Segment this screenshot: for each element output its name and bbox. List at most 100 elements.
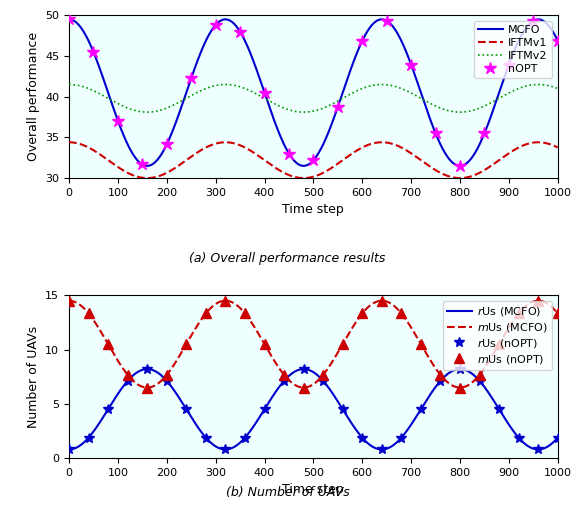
IFTMv1: [271, 164, 278, 170]
$r$Us (MCFO): [271, 390, 278, 397]
Line: IFTMv1: IFTMv1: [69, 142, 558, 178]
$r$Us (MCFO): [66, 446, 72, 453]
Y-axis label: Overall performance: Overall performance: [26, 32, 40, 161]
nOPT: [457, 163, 463, 169]
nOPT: [408, 62, 415, 68]
$r$Us (MCFO): [275, 385, 282, 391]
MCFO: [515, 38, 522, 44]
Text: (a) Overall performance results: (a) Overall performance results: [189, 252, 386, 265]
$m$Us (MCFO): [66, 298, 72, 304]
$m$Us (nOPT): [320, 372, 327, 378]
$m$Us (MCFO): [271, 358, 278, 364]
nOPT: [261, 90, 268, 96]
$r$Us (nOPT): [515, 435, 522, 441]
$r$Us (nOPT): [457, 366, 463, 372]
$r$Us (MCFO): [421, 401, 428, 407]
$m$Us (nOPT): [202, 310, 209, 317]
IFTMv2: [554, 86, 561, 92]
IFTMv2: [144, 109, 151, 115]
MCFO: [275, 128, 282, 134]
$m$Us (nOPT): [105, 341, 112, 347]
MCFO: [554, 38, 561, 44]
MCFO: [539, 17, 546, 23]
Line: $r$Us (MCFO): $r$Us (MCFO): [69, 369, 558, 449]
$r$Us (nOPT): [261, 406, 268, 412]
nOPT: [505, 62, 512, 68]
IFTMv1: [298, 175, 305, 181]
$r$Us (nOPT): [320, 378, 327, 384]
IFTMv1: [539, 139, 546, 146]
nOPT: [139, 161, 146, 167]
MCFO: [144, 163, 151, 169]
$m$Us (nOPT): [457, 384, 463, 390]
X-axis label: Time step: Time step: [282, 204, 344, 216]
nOPT: [187, 75, 194, 81]
$r$Us (nOPT): [339, 406, 346, 412]
$m$Us (nOPT): [535, 298, 542, 304]
$m$Us (MCFO): [539, 298, 546, 304]
IFTMv1: [144, 175, 151, 181]
$r$Us (nOPT): [66, 446, 72, 453]
Line: $m$Us (MCFO): $m$Us (MCFO): [69, 301, 558, 387]
MCFO: [66, 16, 72, 22]
$r$Us (nOPT): [183, 406, 190, 412]
$m$Us (nOPT): [85, 310, 92, 317]
nOPT: [212, 22, 219, 28]
nOPT: [90, 49, 97, 55]
$r$Us (MCFO): [554, 435, 561, 441]
nOPT: [310, 157, 317, 163]
$m$Us (nOPT): [398, 310, 405, 317]
nOPT: [66, 16, 72, 22]
$m$Us (nOPT): [496, 341, 503, 347]
IFTMv1: [515, 145, 522, 151]
$m$Us (nOPT): [183, 341, 190, 347]
$m$Us (nOPT): [144, 384, 151, 390]
Y-axis label: Number of UAVs: Number of UAVs: [26, 326, 40, 428]
IFTMv2: [515, 86, 522, 92]
$m$Us (nOPT): [476, 372, 483, 378]
$r$Us (nOPT): [242, 435, 248, 441]
$m$Us (nOPT): [417, 341, 424, 347]
IFTMv2: [271, 101, 278, 107]
nOPT: [383, 18, 390, 24]
$m$Us (nOPT): [515, 310, 522, 317]
IFTMv1: [275, 166, 282, 173]
nOPT: [237, 29, 244, 35]
$m$Us (nOPT): [437, 372, 444, 378]
nOPT: [286, 151, 293, 157]
$r$Us (nOPT): [105, 406, 112, 412]
MCFO: [298, 162, 305, 168]
$m$Us (nOPT): [66, 298, 72, 304]
$m$Us (nOPT): [281, 372, 288, 378]
$m$Us (MCFO): [275, 364, 282, 370]
IFTMv2: [298, 109, 305, 115]
$r$Us (nOPT): [144, 366, 151, 372]
$r$Us (MCFO): [144, 366, 151, 372]
nOPT: [163, 142, 170, 148]
Line: MCFO: MCFO: [69, 19, 558, 166]
nOPT: [554, 38, 561, 44]
$m$Us (nOPT): [163, 372, 170, 378]
X-axis label: Time step: Time step: [282, 484, 344, 496]
IFTMv1: [66, 139, 72, 145]
MCFO: [271, 118, 278, 124]
Text: (b) Number of UAVs: (b) Number of UAVs: [225, 486, 350, 499]
$r$Us (nOPT): [85, 435, 92, 441]
$r$Us (nOPT): [222, 446, 229, 453]
nOPT: [114, 118, 121, 124]
$r$Us (MCFO): [515, 435, 522, 441]
$m$Us (nOPT): [300, 384, 307, 390]
nOPT: [530, 18, 537, 24]
IFTMv1: [421, 159, 428, 165]
$r$Us (nOPT): [437, 378, 444, 384]
nOPT: [335, 104, 342, 110]
$r$Us (nOPT): [398, 435, 405, 441]
Line: $r$Us (nOPT): $r$Us (nOPT): [64, 364, 562, 454]
$r$Us (nOPT): [202, 435, 209, 441]
IFTMv2: [66, 81, 72, 88]
$m$Us (nOPT): [222, 298, 229, 304]
Line: $m$Us (nOPT): $m$Us (nOPT): [64, 296, 562, 392]
$r$Us (nOPT): [124, 378, 131, 384]
$r$Us (nOPT): [359, 435, 366, 441]
Legend: MCFO, IFTMv1, IFTMv2, nOPT: MCFO, IFTMv1, IFTMv2, nOPT: [474, 21, 552, 78]
